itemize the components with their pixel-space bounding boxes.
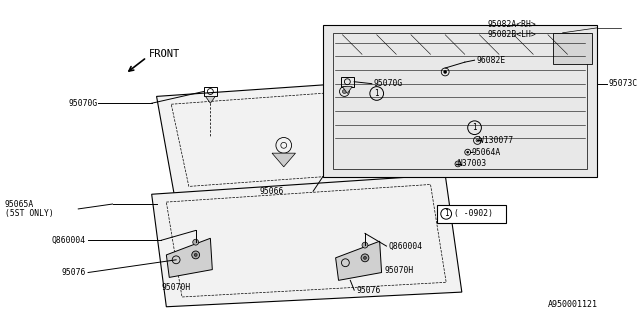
Text: A950001121: A950001121 bbox=[548, 300, 598, 309]
Circle shape bbox=[193, 239, 198, 245]
Circle shape bbox=[194, 253, 197, 256]
Text: 95064A: 95064A bbox=[472, 148, 501, 157]
Text: N37003: N37003 bbox=[458, 159, 487, 168]
Polygon shape bbox=[323, 25, 597, 177]
Text: Q860004: Q860004 bbox=[52, 236, 86, 245]
Text: 95073C: 95073C bbox=[609, 79, 638, 88]
Text: 1: 1 bbox=[374, 89, 379, 98]
Text: 1: 1 bbox=[444, 209, 449, 218]
FancyBboxPatch shape bbox=[437, 205, 506, 223]
Circle shape bbox=[476, 139, 479, 142]
Text: 95066: 95066 bbox=[259, 187, 284, 196]
Polygon shape bbox=[152, 175, 462, 307]
Text: FRONT: FRONT bbox=[148, 49, 180, 59]
Circle shape bbox=[192, 251, 200, 259]
Bar bbox=[204, 87, 217, 96]
Text: 95065A: 95065A bbox=[5, 200, 34, 209]
Polygon shape bbox=[166, 238, 212, 277]
Text: 95070H: 95070H bbox=[385, 266, 414, 275]
Polygon shape bbox=[553, 33, 592, 64]
Text: Q860004: Q860004 bbox=[388, 242, 422, 251]
Text: W130077: W130077 bbox=[479, 136, 513, 145]
Text: 95070G: 95070G bbox=[68, 99, 98, 108]
Circle shape bbox=[467, 151, 468, 153]
Polygon shape bbox=[205, 96, 215, 103]
Polygon shape bbox=[335, 241, 381, 280]
Polygon shape bbox=[272, 153, 296, 167]
Polygon shape bbox=[157, 77, 460, 194]
Text: 95070H: 95070H bbox=[161, 283, 191, 292]
Polygon shape bbox=[342, 87, 352, 93]
Circle shape bbox=[444, 70, 447, 73]
Text: 95076: 95076 bbox=[356, 286, 381, 295]
Circle shape bbox=[361, 254, 369, 262]
Text: (5ST ONLY): (5ST ONLY) bbox=[5, 209, 54, 218]
Text: 96082E: 96082E bbox=[477, 56, 506, 65]
Text: 1: 1 bbox=[472, 123, 477, 132]
Bar bbox=[340, 77, 354, 87]
Circle shape bbox=[364, 256, 367, 259]
Text: 95082B<LH>: 95082B<LH> bbox=[487, 30, 536, 39]
Text: 95082A<RH>: 95082A<RH> bbox=[487, 20, 536, 29]
Text: ( -0902): ( -0902) bbox=[454, 209, 493, 218]
Text: 95076: 95076 bbox=[61, 268, 86, 277]
Text: 95070G: 95070G bbox=[374, 79, 403, 88]
Circle shape bbox=[362, 242, 368, 248]
Circle shape bbox=[455, 161, 461, 167]
Circle shape bbox=[342, 90, 346, 93]
